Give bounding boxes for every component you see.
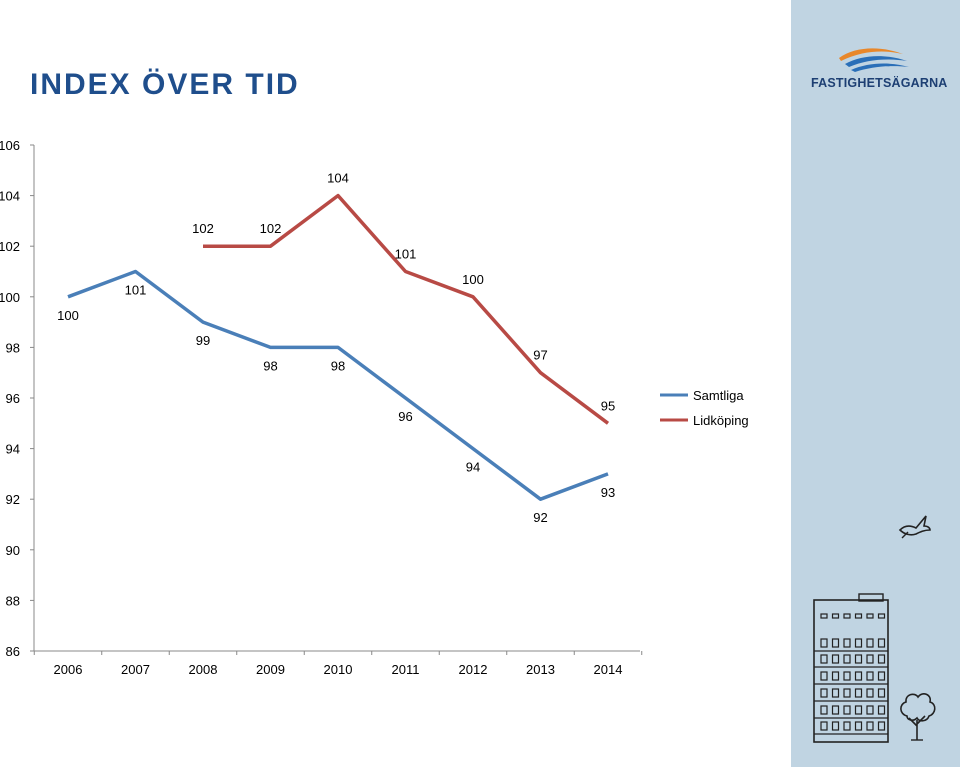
y-tick-label: 106 [0, 138, 20, 153]
legend-label: Lidköping [693, 413, 749, 428]
building-sketch-icon [813, 593, 889, 743]
building-window [831, 721, 840, 731]
building-window [854, 613, 863, 619]
x-tick-label: 2008 [189, 662, 218, 677]
x-tick-label: 2011 [392, 662, 420, 677]
data-label: 98 [331, 358, 345, 373]
building-window [854, 671, 863, 681]
waves-logo-icon [839, 48, 909, 72]
building-window [831, 688, 840, 698]
building-window [877, 688, 886, 698]
line-chart: 86 88 90 92 94 96 98 100 102 104 106 2006 2007 2008 20… [0, 138, 749, 677]
tree-sketch-icon [900, 693, 936, 741]
building-window [843, 654, 851, 664]
data-label: 100 [57, 308, 79, 323]
building-window [820, 613, 828, 619]
legend-label: Samtliga [693, 388, 744, 403]
building-window [854, 638, 863, 648]
x-tick-label: 2006 [54, 662, 83, 677]
building-window [831, 654, 840, 664]
building-window [854, 688, 863, 698]
building-window [866, 671, 874, 681]
series-line-samtliga [67, 269, 609, 501]
building-window [877, 705, 886, 715]
data-label: 92 [533, 510, 547, 525]
logo-text: FASTIGHETSÄGARNA [811, 76, 948, 90]
x-tick-label: 2010 [324, 662, 353, 677]
data-label: 102 [260, 221, 282, 236]
y-tick-label: 92 [6, 492, 20, 507]
building-window [854, 721, 863, 731]
building-window [877, 721, 886, 731]
building-window [820, 654, 828, 664]
building-window [866, 638, 874, 648]
data-label: 98 [263, 358, 277, 373]
x-tick-label: 2009 [256, 662, 285, 677]
logo: FASTIGHETSÄGARNA [811, 44, 948, 94]
building-window [866, 688, 874, 698]
x-tick-label: 2012 [459, 662, 488, 677]
page-title: INDEX ÖVER TID [30, 68, 300, 101]
data-label: 96 [398, 409, 412, 424]
building-window [866, 654, 874, 664]
building-window [820, 721, 828, 731]
data-label: 100 [462, 272, 484, 287]
building-window [854, 705, 863, 715]
building-window [831, 613, 840, 619]
x-tick-label: 2007 [121, 662, 150, 677]
building-window [866, 705, 874, 715]
data-label: 99 [196, 333, 210, 348]
y-tick-label: 104 [0, 189, 20, 204]
building-window [820, 638, 828, 648]
data-label: 101 [395, 247, 417, 262]
x-tick-label: 2013 [526, 662, 555, 677]
data-label: 101 [125, 283, 147, 298]
building-window [866, 721, 874, 731]
building-window [831, 671, 840, 681]
building-window [877, 654, 886, 664]
building-window [854, 654, 863, 664]
building-window [831, 638, 840, 648]
y-tick-label: 98 [6, 340, 20, 355]
y-tick-label: 100 [0, 290, 20, 305]
building-window [877, 613, 886, 619]
data-label: 104 [327, 171, 349, 186]
building-window [820, 688, 828, 698]
building-window [843, 638, 851, 648]
y-tick-label: 90 [6, 543, 20, 558]
y-tick-label: 102 [0, 239, 20, 254]
data-label: 94 [466, 460, 480, 475]
building-window [843, 613, 851, 619]
x-tick-label: 2014 [594, 662, 623, 677]
series-line-lidkoping [203, 193, 610, 425]
building-window [831, 705, 840, 715]
y-tick-label: 94 [6, 442, 20, 457]
building-window [843, 721, 851, 731]
data-label: 95 [601, 398, 615, 413]
building-window [843, 705, 851, 715]
building-window [877, 671, 886, 681]
y-tick-label: 88 [6, 593, 20, 608]
building-window [820, 671, 828, 681]
data-label: 93 [601, 485, 615, 500]
sidebar-panel: FASTIGHETSÄGARNA [791, 0, 960, 767]
y-tick-label: 86 [6, 644, 20, 659]
building-window [843, 688, 851, 698]
building-window [820, 705, 828, 715]
building-window [877, 638, 886, 648]
building-window [866, 613, 874, 619]
y-tick-label: 96 [6, 391, 20, 406]
data-label: 97 [533, 348, 547, 363]
bird-sketch-icon [898, 515, 931, 539]
data-label: 102 [192, 221, 214, 236]
building-window [843, 671, 851, 681]
